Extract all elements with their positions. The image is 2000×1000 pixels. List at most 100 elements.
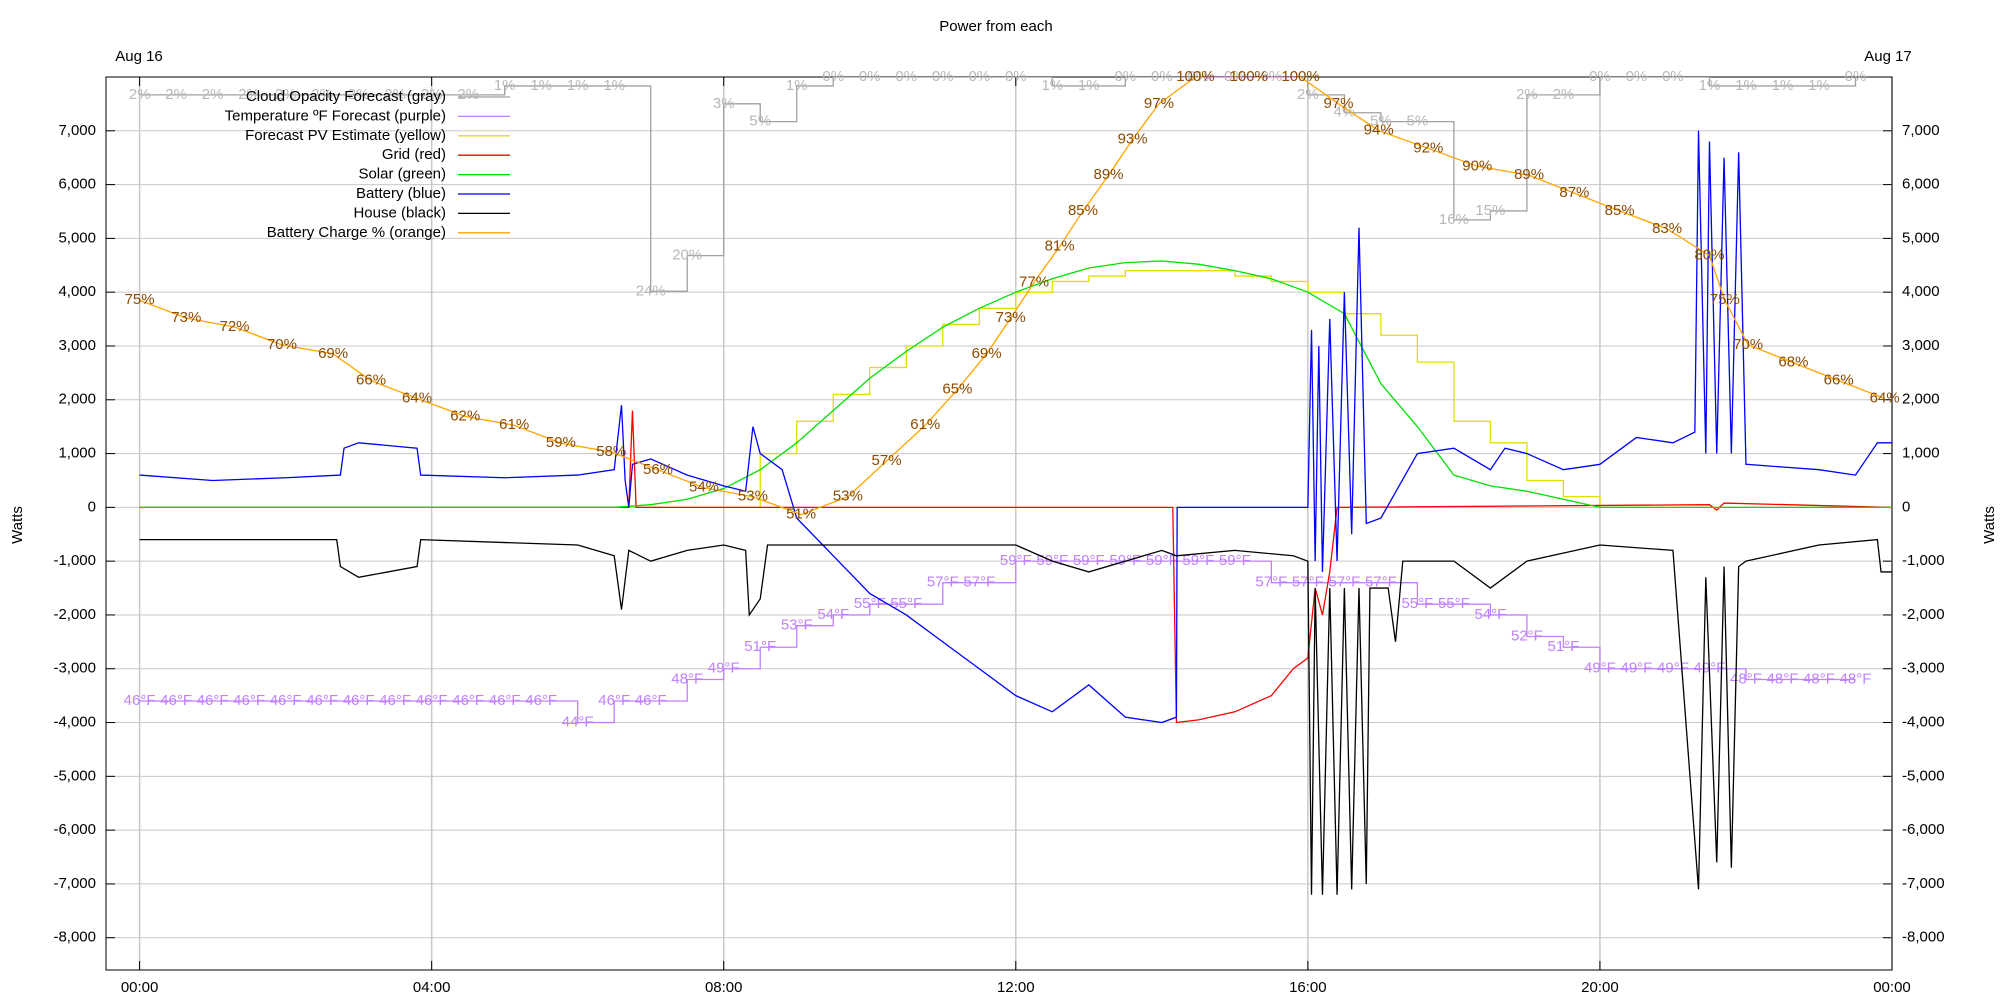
value-label: 97% [1324, 95, 1354, 112]
legend-label: House (black) [353, 204, 446, 221]
value-label: 81% [1045, 238, 1075, 255]
value-label: 59°F [1073, 552, 1105, 569]
value-label: 53% [738, 488, 768, 505]
value-label: 1% [1041, 77, 1063, 94]
x-tick-label: 00:00 [121, 979, 159, 996]
value-label: 73% [171, 309, 201, 326]
value-label: 0% [822, 68, 844, 85]
value-label: 46°F [270, 692, 302, 709]
y-tick-label: -4,000 [53, 714, 96, 731]
value-label: 57°F [963, 574, 995, 591]
y2-tick-label: 4,000 [1902, 283, 1940, 300]
y2-tick-label: -5,000 [1902, 767, 1945, 784]
x-tick-label: 04:00 [413, 979, 451, 996]
value-label: 70% [1733, 336, 1763, 353]
y-tick-label: -1,000 [53, 552, 96, 569]
value-label: 56% [643, 461, 673, 478]
value-label: 80% [1694, 247, 1724, 264]
value-label: 0% [1589, 68, 1611, 85]
value-label: 1% [1699, 77, 1721, 94]
value-label: 48°F [1767, 670, 1799, 687]
value-label: 44°F [562, 714, 594, 731]
value-label: 55°F [890, 595, 922, 612]
value-label: 2% [275, 86, 297, 103]
y2-tick-label: -7,000 [1902, 875, 1945, 892]
value-label: 2% [165, 86, 187, 103]
value-label: 54°F [1474, 606, 1506, 623]
value-label: 64% [402, 389, 432, 406]
y-tick-label: -5,000 [53, 767, 96, 784]
y-tick-label: 3,000 [58, 337, 96, 354]
value-label: 51°F [744, 638, 776, 655]
value-label: 0% [1114, 68, 1136, 85]
value-label: 1% [530, 77, 552, 94]
value-label: 52°F [1511, 627, 1543, 644]
value-label: 0% [968, 68, 990, 85]
y2-tick-label: 6,000 [1902, 176, 1940, 193]
y2-tick-label: -8,000 [1902, 929, 1945, 946]
y-axis-label: Watts [9, 506, 26, 544]
legend-label: Cloud Opacity Forecast (gray) [246, 88, 446, 105]
value-label: 46°F [416, 692, 448, 709]
value-label: 15% [1475, 202, 1505, 219]
legend-label: Forecast PV Estimate (yellow) [245, 127, 446, 144]
value-label: 49°F [1657, 660, 1689, 677]
series-line [139, 77, 1885, 516]
y-tick-label: 2,000 [58, 391, 96, 408]
legend-label: Solar (green) [358, 166, 446, 183]
value-label: 5% [1370, 113, 1392, 130]
value-label: 64% [1870, 389, 1900, 406]
value-label: 72% [219, 318, 249, 335]
y-tick-label: -8,000 [53, 929, 96, 946]
y2-tick-label: -2,000 [1902, 606, 1945, 623]
x-tick-label: 08:00 [705, 979, 743, 996]
value-label: 46°F [160, 692, 192, 709]
value-label: 0% [1224, 68, 1246, 85]
value-label: 46°F [635, 692, 667, 709]
legend-label: Battery Charge % (orange) [267, 224, 446, 241]
value-label: 48°F [671, 670, 703, 687]
value-label: 66% [356, 372, 386, 389]
y2-tick-label: 3,000 [1902, 337, 1940, 354]
value-label: 1% [786, 77, 808, 94]
value-label: 20% [672, 247, 702, 264]
value-label: 100% [1176, 68, 1214, 85]
value-label: 100% [1230, 68, 1268, 85]
y2-tick-label: -3,000 [1902, 660, 1945, 677]
value-label: 83% [1652, 220, 1682, 237]
y-tick-label: 7,000 [58, 122, 96, 139]
y2-tick-label: 7,000 [1902, 122, 1940, 139]
value-label: 68% [1778, 354, 1808, 371]
value-label: 2% [1516, 86, 1538, 103]
value-label: 2% [348, 86, 370, 103]
y2-tick-label: -1,000 [1902, 552, 1945, 569]
value-label: 87% [1559, 184, 1589, 201]
value-label: 46°F [598, 692, 630, 709]
series-line [139, 130, 1892, 724]
value-label: 46°F [306, 692, 338, 709]
value-label: 46°F [343, 692, 375, 709]
value-label: 92% [1413, 139, 1443, 156]
value-label: 1% [1808, 77, 1830, 94]
value-label: 2% [1297, 86, 1319, 103]
value-label: 4% [1334, 104, 1356, 121]
value-label: 65% [942, 381, 972, 398]
value-label: 0% [895, 68, 917, 85]
value-label: 16% [1439, 211, 1469, 228]
y-tick-label: -3,000 [53, 660, 96, 677]
value-label: 89% [1094, 166, 1124, 183]
y-tick-label: 4,000 [58, 283, 96, 300]
value-label: 54% [689, 479, 719, 496]
chart-title: Power from each [939, 18, 1052, 35]
value-label: 51°F [1547, 638, 1579, 655]
y2-tick-label: 2,000 [1902, 391, 1940, 408]
value-label: 2% [129, 86, 151, 103]
value-label: 0% [1626, 68, 1648, 85]
value-label: 46°F [379, 692, 411, 709]
date-label: Aug 17 [1864, 48, 1912, 65]
value-label: 53% [833, 488, 863, 505]
value-label: 100% [1281, 68, 1319, 85]
value-label: 53°F [781, 617, 813, 634]
value-label: 90% [1462, 157, 1492, 174]
